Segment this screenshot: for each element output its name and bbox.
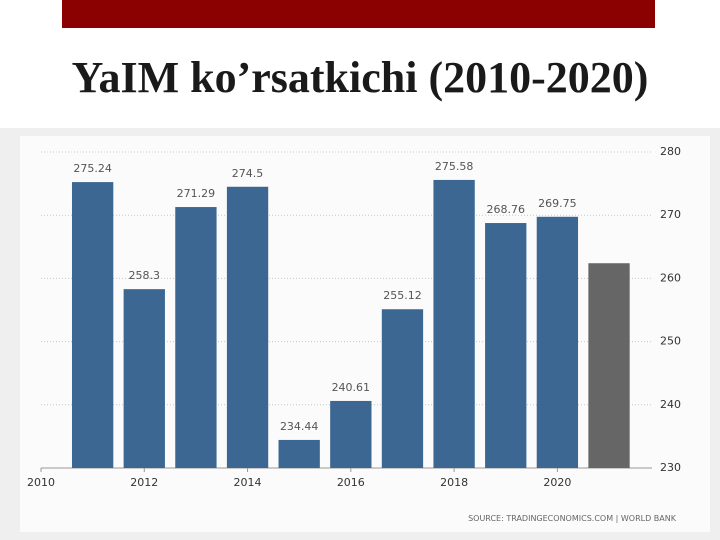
y-tick-label: 230 — [660, 461, 681, 474]
y-tick-label: 240 — [660, 398, 681, 411]
bar — [123, 289, 165, 468]
value-label: 268.76 — [486, 203, 525, 216]
x-tick-label: 2012 — [130, 476, 158, 489]
bar — [485, 223, 527, 468]
bar — [278, 439, 320, 468]
bar — [381, 309, 424, 468]
value-label: 269.75 — [538, 197, 577, 210]
value-label: 234.44 — [280, 420, 319, 433]
bar — [433, 179, 475, 469]
value-label: 275.58 — [435, 160, 474, 173]
x-tick-label: 2016 — [337, 476, 365, 489]
value-label: 255.12 — [383, 289, 422, 302]
y-tick-label: 280 — [660, 145, 681, 158]
bar — [536, 216, 579, 468]
x-tick-label: 2010 — [27, 476, 55, 489]
value-label: 258.3 — [129, 269, 161, 282]
bar — [175, 207, 217, 469]
value-label: 275.24 — [73, 162, 112, 175]
bar — [71, 182, 114, 469]
bar — [330, 400, 372, 468]
bar — [226, 186, 269, 468]
chart-title: YaIM ko’rsatkichi (2010-2020) — [72, 53, 649, 102]
value-label: 240.61 — [332, 381, 371, 394]
x-tick-label: 2020 — [543, 476, 571, 489]
y-tick-label: 270 — [660, 208, 681, 221]
x-tick-label: 2018 — [440, 476, 468, 489]
y-tick-label: 250 — [660, 335, 681, 348]
value-label: 271.29 — [177, 187, 216, 200]
source-note: SOURCE: TRADINGECONOMICS.COM | WORLD BAN… — [468, 514, 677, 523]
x-tick-label: 2014 — [234, 476, 262, 489]
y-tick-label: 260 — [660, 271, 681, 284]
bar — [588, 263, 630, 468]
value-label: 274.5 — [232, 167, 264, 180]
header-band — [62, 0, 655, 28]
